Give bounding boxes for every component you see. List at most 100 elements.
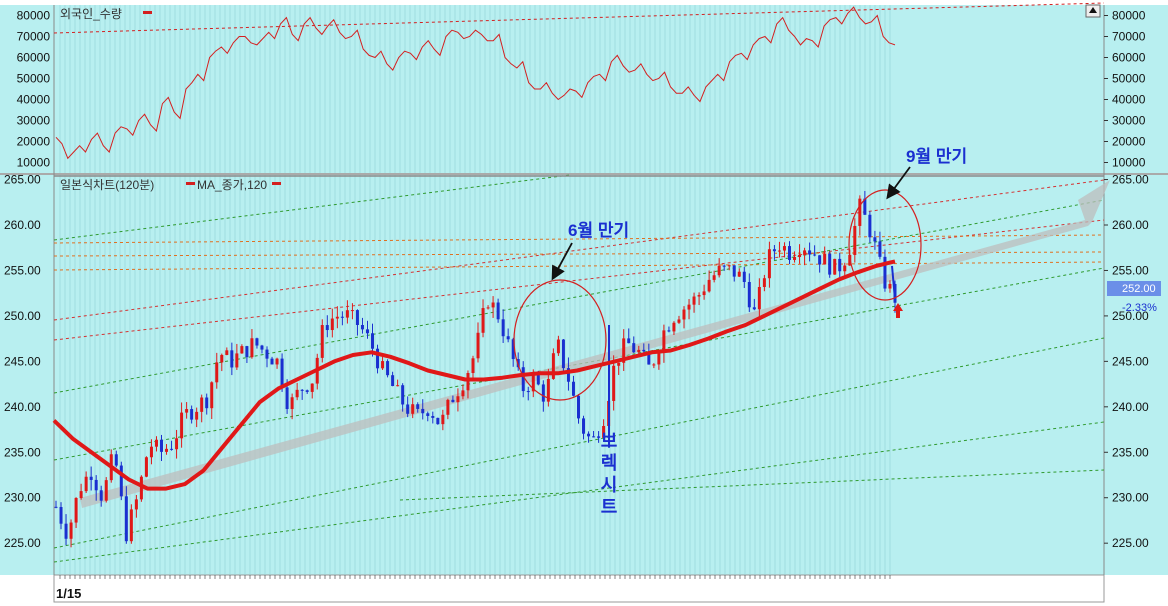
- candle-body: [345, 310, 349, 318]
- candle-body: [200, 397, 204, 412]
- price-candles: [54, 190, 897, 548]
- candle-body: [255, 338, 259, 346]
- candle-body: [632, 343, 636, 353]
- candle-body: [371, 333, 375, 349]
- candle-body: [195, 411, 199, 420]
- candle-body: [124, 496, 128, 542]
- price-y-tick-left: 250.00: [4, 309, 41, 323]
- candle-body: [612, 365, 616, 401]
- candle-body: [712, 275, 716, 280]
- candle-body: [803, 250, 807, 255]
- candle-body: [99, 490, 103, 501]
- candle-body: [325, 325, 329, 331]
- red-channel-lines: [53, 179, 1105, 341]
- volume-trendline: [53, 2, 1105, 34]
- candle-body: [386, 361, 390, 376]
- price-y-tick-left: 260.00: [4, 218, 41, 232]
- candle-body: [335, 316, 339, 319]
- candle-body: [707, 279, 711, 292]
- candle-body: [592, 436, 596, 438]
- candle-body: [742, 271, 746, 283]
- candle-body: [431, 415, 435, 418]
- candle-body: [732, 265, 736, 277]
- candle-body: [355, 310, 359, 325]
- left-axis-panel: [0, 5, 54, 575]
- candle-body: [818, 255, 822, 265]
- candle-body: [466, 373, 470, 391]
- candle-body: [250, 338, 254, 358]
- volume-y-tick-right: 70000: [1112, 30, 1146, 44]
- candle-body: [878, 241, 882, 257]
- scroll-up-button[interactable]: [1085, 4, 1101, 18]
- candle-body: [777, 250, 781, 252]
- candle-body: [411, 404, 415, 414]
- price-y-tick-right: 225.00: [1112, 536, 1149, 550]
- candle-body: [396, 385, 400, 387]
- candle-body: [672, 322, 676, 332]
- candle-body: [793, 257, 797, 260]
- price-y-ticks-right: 265.00 260.00 255.00 250.00 245.00 240.00 235.…: [1104, 173, 1149, 550]
- candle-body: [89, 476, 93, 480]
- candle-body: [144, 457, 148, 477]
- candle-body: [737, 271, 741, 277]
- candle-body: [320, 325, 324, 358]
- candle-body: [622, 338, 626, 363]
- vertical-gridlines: [59, 5, 891, 575]
- candle-body: [692, 296, 696, 305]
- candle-body: [551, 353, 555, 379]
- candle-body: [888, 283, 892, 289]
- candle-body: [285, 387, 289, 410]
- candle-body: [376, 348, 380, 369]
- candle-body: [54, 506, 58, 508]
- candle-body: [782, 246, 786, 251]
- price-y-tick-left: 265.00: [4, 173, 41, 187]
- candle-body: [441, 414, 445, 425]
- candle-body: [752, 307, 756, 310]
- price-legend-swatch-1: [186, 182, 195, 185]
- volume-y-tick-left: 20000: [17, 135, 51, 149]
- volume-y-ticks: 80000 80000 70000 70000 60000 60000 50000 50000…: [17, 9, 1146, 170]
- volume-panel-bg: [54, 5, 1104, 173]
- x-axis-strip: [53, 574, 1105, 603]
- candle-body: [767, 249, 771, 279]
- candle-body: [406, 404, 410, 414]
- candle-body: [280, 358, 284, 388]
- volume-y-tick-right: 30000: [1112, 114, 1146, 128]
- candle-body: [587, 433, 591, 437]
- candle-body: [566, 368, 570, 382]
- trend-arrow: [80, 180, 1110, 508]
- candle-body: [185, 409, 189, 413]
- foreign-volume-line: [55, 6, 896, 160]
- candle-body: [582, 418, 586, 434]
- price-legend-ma: MA_종가,120: [197, 178, 267, 192]
- september-expiry-circle: [848, 189, 922, 301]
- last-value-text: 252.00: [1122, 283, 1156, 295]
- candle-body: [134, 499, 138, 510]
- candle-body: [863, 198, 867, 215]
- candle-body: [215, 362, 219, 383]
- candle-body: [456, 396, 460, 403]
- candle-body: [833, 258, 837, 275]
- candle-body: [290, 397, 294, 410]
- candle-body: [260, 345, 264, 350]
- price-y-tick-left: 245.00: [4, 354, 41, 368]
- candle-body: [637, 349, 641, 353]
- candle-body: [702, 291, 706, 296]
- volume-y-tick-right: 40000: [1112, 93, 1146, 107]
- candle-body: [190, 409, 194, 420]
- price-y-tick-right: 255.00: [1112, 263, 1149, 277]
- candle-body: [265, 349, 269, 359]
- candle-body: [175, 438, 179, 450]
- candle-body: [476, 332, 480, 359]
- last-candle: [891, 265, 896, 300]
- candle-body: [843, 265, 847, 272]
- candle-body: [170, 448, 174, 450]
- candle-body: [330, 318, 334, 331]
- candle-body: [853, 225, 857, 255]
- candle-body: [381, 361, 385, 369]
- green-channel-lines: [53, 174, 1105, 563]
- volume-y-tick-right: 20000: [1112, 135, 1146, 149]
- candle-body: [627, 338, 631, 344]
- candle-body: [154, 439, 158, 447]
